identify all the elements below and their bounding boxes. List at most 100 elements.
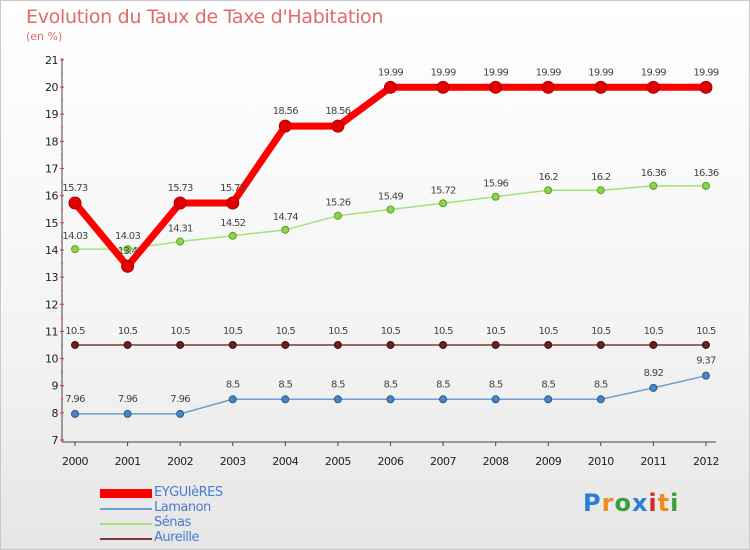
data-point	[439, 340, 448, 349]
data-point	[333, 395, 342, 404]
data-label: 10.5	[644, 326, 664, 337]
x-tick-label: 2007	[430, 455, 456, 468]
data-point	[383, 80, 397, 94]
x-tick-label: 2008	[483, 455, 509, 468]
data-point	[176, 340, 185, 349]
chart-subtitle: (en %)	[26, 30, 63, 43]
y-minor-tick	[61, 154, 63, 156]
y-minor-tick	[61, 344, 63, 346]
data-label: 9.37	[696, 356, 716, 367]
data-label: 16.2	[538, 172, 558, 183]
data-point	[71, 340, 79, 349]
legend-label: Lamanon	[154, 500, 211, 515]
logo-letter: i	[648, 489, 658, 517]
data-point	[68, 196, 82, 210]
data-label: 14.52	[220, 218, 245, 229]
data-label: 15.73	[220, 183, 245, 194]
data-label: 19.99	[588, 67, 613, 78]
y-tick-label: 20	[45, 81, 58, 94]
data-point	[436, 80, 450, 94]
x-tick-label: 2005	[325, 455, 351, 468]
data-label: 15.73	[62, 183, 87, 194]
data-point	[281, 225, 290, 234]
chart-title: Evolution du Taux de Taxe d'Habitation	[26, 6, 384, 28]
data-point	[646, 80, 660, 94]
y-tick-label: 15	[45, 217, 58, 230]
data-label: 8.5	[226, 379, 240, 390]
data-label: 16.36	[693, 168, 718, 179]
data-label: 8.5	[384, 379, 398, 390]
data-point	[176, 409, 185, 418]
axes: 7 8 9 10 11 12 13 14 15 16 17 18 19 20 21 2000 2001 2002 2…	[45, 54, 719, 468]
y-tick-label: 17	[45, 163, 58, 176]
data-label: 8.5	[594, 379, 608, 390]
data-point	[649, 383, 658, 392]
data-point	[123, 245, 132, 254]
logo-letter: t	[657, 489, 671, 517]
legend-swatch	[100, 489, 152, 498]
data-point	[228, 395, 237, 404]
data-point	[544, 186, 553, 195]
data-point	[226, 196, 240, 210]
y-minor-tick	[61, 371, 63, 374]
data-label: 10.5	[223, 326, 243, 337]
x-tick-label: 2012	[693, 455, 719, 468]
data-point	[701, 371, 710, 380]
data-label: 8.5	[331, 379, 345, 390]
x-tick-label: 2004	[272, 455, 298, 468]
data-point	[123, 340, 132, 349]
x-tick-label: 2011	[640, 455, 666, 468]
data-label: 8.5	[278, 379, 292, 390]
data-point	[491, 395, 500, 404]
y-tick-label: 10	[45, 353, 58, 366]
data-point	[173, 196, 187, 210]
data-point	[701, 181, 710, 190]
data-label: 19.99	[641, 67, 666, 78]
x-tick-label: 2003	[220, 455, 246, 468]
y-tick-label: 14	[45, 244, 58, 257]
data-label: 15.26	[325, 198, 350, 209]
data-point	[228, 340, 237, 349]
data-point	[123, 409, 132, 418]
data-point	[121, 259, 135, 273]
data-point	[544, 395, 553, 404]
logo-letter: r	[601, 489, 615, 517]
data-label: 14.74	[273, 212, 298, 223]
data-label: 10.5	[276, 326, 296, 337]
y-minor-tick	[61, 235, 63, 238]
data-point	[701, 340, 710, 349]
legend-label: Sénas	[154, 515, 191, 530]
x-tick-label: 2000	[62, 455, 88, 468]
data-point	[439, 395, 448, 404]
data-label: 14.03	[115, 231, 140, 242]
data-label: 15.49	[378, 191, 403, 202]
data-point	[333, 211, 342, 220]
series-line-0	[72, 83, 706, 272]
data-point	[386, 395, 395, 404]
legend-swatch	[100, 538, 152, 540]
data-label: 10.5	[118, 326, 138, 337]
logo-letter: P	[583, 489, 602, 517]
data-point	[281, 395, 290, 404]
y-tick-label: 8	[52, 407, 59, 420]
data-label: 8.5	[436, 379, 450, 390]
y-tick-label: 7	[52, 434, 59, 447]
data-label: 19.99	[430, 67, 455, 78]
legend-swatch	[100, 523, 152, 525]
logo-letter: i	[670, 489, 680, 517]
y-minor-tick	[61, 181, 63, 183]
y-tick-label: 12	[45, 298, 58, 311]
data-point	[489, 80, 503, 94]
data-label: 10.5	[328, 326, 348, 337]
y-tick-label: 13	[45, 271, 58, 284]
data-label: 10.5	[696, 326, 716, 337]
y-tick-label: 21	[45, 54, 58, 67]
data-point	[491, 192, 500, 201]
data-point	[281, 340, 290, 349]
legend-label: EYGUIèRES	[154, 485, 223, 500]
y-tick-label: 18	[45, 135, 58, 148]
data-label: 7.96	[118, 394, 138, 405]
data-label: 15.72	[430, 185, 455, 196]
data-point	[596, 395, 605, 404]
